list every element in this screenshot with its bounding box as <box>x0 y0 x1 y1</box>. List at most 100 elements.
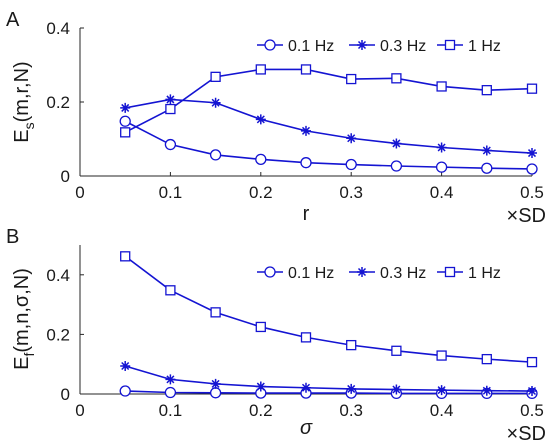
y-label-subscript: f <box>21 353 37 357</box>
series-1-hz <box>120 251 538 368</box>
x-tick-label: 0.1 <box>159 183 183 202</box>
series-0-1-hz <box>119 115 538 175</box>
data-point <box>390 160 403 172</box>
series-line <box>125 390 532 395</box>
legend-entry: 1 Hz <box>437 265 501 282</box>
data-point <box>346 73 357 85</box>
series-1-hz <box>120 64 538 138</box>
data-point <box>165 285 176 296</box>
x-tick-label: 0.4 <box>430 401 454 420</box>
data-point <box>526 163 538 175</box>
series-0-3-hz <box>120 94 537 159</box>
y-label-subscript: s <box>21 122 37 129</box>
legend-entry: 1 Hz <box>437 38 501 55</box>
data-point <box>210 97 221 108</box>
data-point <box>481 85 492 96</box>
data-point <box>119 115 131 127</box>
panel-letter: B <box>6 226 19 248</box>
legend-marker <box>264 39 276 51</box>
x-tick-label: 0.3 <box>339 183 363 202</box>
data-point <box>120 360 131 371</box>
series-line <box>124 365 533 392</box>
data-point <box>255 114 266 125</box>
data-point <box>300 332 312 343</box>
x-tick-label: 0.2 <box>249 183 273 202</box>
data-point <box>526 356 538 368</box>
legend-entry: 0.1 Hz <box>257 265 334 282</box>
data-point <box>436 350 447 361</box>
data-point <box>210 307 221 318</box>
x-axis-unit: ×SD <box>507 423 546 445</box>
x-tick-label: 0.5 <box>520 401 544 420</box>
y-tick-label: 0 <box>61 167 70 186</box>
data-point <box>255 381 266 392</box>
data-point <box>120 251 131 262</box>
legend-label: 1 Hz <box>468 38 501 55</box>
data-point <box>210 378 221 389</box>
data-point <box>527 148 537 159</box>
y-tick-label: 0.2 <box>46 325 70 344</box>
y-label-rest: (m,r,N) <box>11 61 33 122</box>
legend-marker <box>357 267 367 277</box>
y-tick-label: 0.4 <box>46 19 70 38</box>
x-tick-label: 0.1 <box>159 401 183 420</box>
data-point <box>210 71 221 82</box>
x-tick-label: 0.4 <box>430 183 454 202</box>
series-line <box>124 68 533 134</box>
data-point <box>527 386 537 397</box>
x-tick-label: 0 <box>75 183 84 202</box>
y-axis-label: Ef(m,n,σ,N) <box>11 268 37 370</box>
x-axis-unit: ×SD <box>507 205 546 227</box>
y-tick-label: 0 <box>61 385 70 404</box>
data-point <box>300 64 312 75</box>
chart-panel-b: B 0 0.1 0.2 0.3 0.4 0.5 0 0.2 0.4 σ ×SD Ef(m,n,σ,N) 0… <box>6 226 546 445</box>
data-point <box>165 94 176 105</box>
chart-panel-a: A 0 0.1 0.2 0.3 0.4 0.5 0 0.2 0.4 r ×SD Es(m,r,N) 0.1… <box>6 9 546 227</box>
y-label-main: E <box>11 129 33 142</box>
data-point <box>164 138 177 151</box>
data-point <box>300 157 312 169</box>
data-point <box>436 142 447 153</box>
data-point <box>164 386 177 399</box>
legend-marker <box>357 40 367 50</box>
panel-letter: A <box>6 9 20 31</box>
data-point <box>481 145 492 156</box>
data-point <box>346 133 357 144</box>
series-line <box>124 120 533 170</box>
data-point <box>346 339 357 351</box>
legend-marker <box>444 39 456 51</box>
y-label-main: E <box>11 357 33 370</box>
y-tick-label: 0.4 <box>46 266 70 285</box>
data-point <box>391 384 402 395</box>
legend-marker <box>264 266 276 278</box>
x-axis-label: σ <box>300 417 313 439</box>
data-point <box>209 387 222 399</box>
data-point <box>120 127 131 138</box>
legend-label: 1 Hz <box>468 265 501 282</box>
series-line <box>125 98 533 154</box>
legend-entry: 0.1 Hz <box>257 38 334 55</box>
data-point <box>481 385 492 396</box>
data-point <box>391 138 402 149</box>
data-point <box>301 125 311 136</box>
data-point <box>435 161 448 173</box>
data-point <box>526 83 538 94</box>
data-point <box>391 73 402 84</box>
data-point <box>436 385 447 396</box>
data-point <box>120 102 131 113</box>
data-point <box>301 382 311 393</box>
data-point <box>481 353 492 365</box>
data-point <box>346 383 357 394</box>
legend-label: 0.3 Hz <box>380 38 426 55</box>
data-point <box>255 64 266 75</box>
legend-label: 0.3 Hz <box>380 265 426 282</box>
data-point <box>165 103 176 115</box>
series-0-3-hz <box>120 360 537 397</box>
legend-entry: 0.3 Hz <box>349 38 426 55</box>
y-axis-label: Es(m,r,N) <box>11 61 37 142</box>
legend-label: 0.1 Hz <box>288 38 334 55</box>
data-point <box>436 81 447 92</box>
data-point <box>119 385 131 397</box>
data-point <box>165 374 176 385</box>
